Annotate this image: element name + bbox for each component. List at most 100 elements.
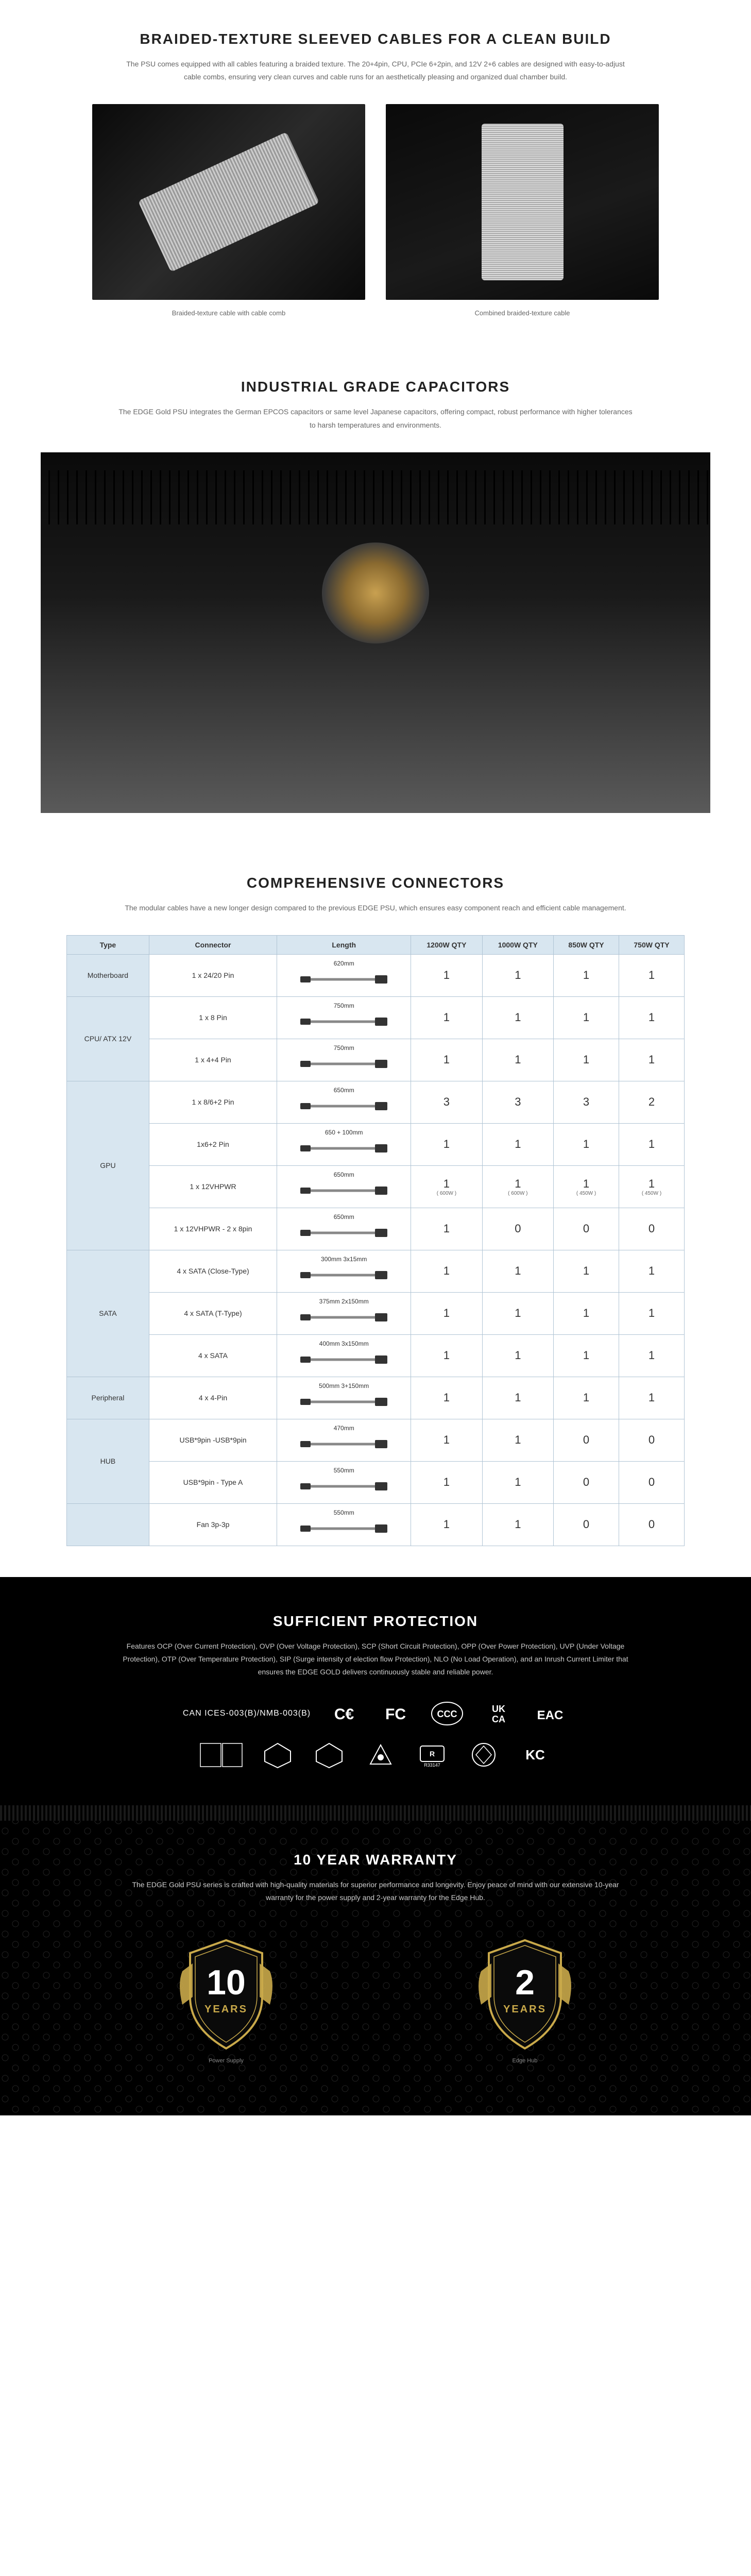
conn-qty-cell: 1	[619, 996, 685, 1039]
conn-qty-cell: 1	[411, 1208, 482, 1250]
conn-qty-cell: 1	[411, 1377, 482, 1419]
conn-qty-cell: 0	[619, 1208, 685, 1250]
cert-kc-icon: KC	[517, 1741, 553, 1769]
conn-length-cell: 500mm 3+150mm	[277, 1377, 411, 1419]
conn-type-cell: CPU/ ATX 12V	[67, 996, 149, 1081]
conn-type-cell: Peripheral	[67, 1377, 149, 1419]
conn-type-cell: HUB	[67, 1419, 149, 1503]
svg-text:CA: CA	[492, 1714, 505, 1724]
warranty-title: 10 YEAR WARRANTY	[21, 1852, 730, 1868]
warranty-2-sub: Edge Hub	[473, 2058, 576, 2064]
conn-qty-cell: 1	[619, 1334, 685, 1377]
conn-qty-cell: 1	[411, 1334, 482, 1377]
cert-row-2: R R33147 KC	[21, 1741, 730, 1769]
conn-header: Length	[277, 935, 411, 954]
conn-qty-cell: 1	[482, 1461, 553, 1503]
svg-text:R33147: R33147	[424, 1762, 440, 1768]
conn-connector-cell: 4 x SATA	[149, 1334, 277, 1377]
warranty-10-num: 10	[207, 1963, 246, 2002]
conn-qty-cell: 0	[619, 1461, 685, 1503]
cert-eac-icon: EAC	[532, 1700, 568, 1728]
conn-type-cell: SATA	[67, 1250, 149, 1377]
conn-qty-cell: 1	[554, 954, 619, 996]
table-row: HUBUSB*9pin -USB*9pin470mm1100	[67, 1419, 685, 1461]
svg-text:UK: UK	[492, 1704, 505, 1714]
conn-qty-cell: 0	[554, 1419, 619, 1461]
conn-qty-cell: 1	[411, 1039, 482, 1081]
conn-qty-cell: 1	[411, 1250, 482, 1292]
capacitor-image	[41, 452, 710, 813]
conn-qty-cell: 1	[554, 1377, 619, 1419]
conn-qty-cell: 0	[554, 1503, 619, 1546]
svg-text:CCC: CCC	[437, 1709, 457, 1719]
table-row: USB*9pin - Type A550mm1100	[67, 1461, 685, 1503]
connectors-table: TypeConnectorLength1200W QTY1000W QTY850…	[66, 935, 685, 1546]
braided-combined-cable-image	[386, 104, 659, 300]
braided-title: BRAIDED-TEXTURE SLEEVED CABLES FOR A CLE…	[21, 31, 730, 47]
conn-qty-cell: 1	[554, 1334, 619, 1377]
connectors-section: COMPREHENSIVE CONNECTORS The modular cab…	[0, 844, 751, 1577]
conn-qty-cell: 1	[482, 1503, 553, 1546]
warranty-section: 10 YEAR WARRANTY The EDGE Gold PSU serie…	[0, 1805, 751, 2115]
conn-qty-cell: 1( 600W )	[482, 1165, 553, 1208]
protection-title: SUFFICIENT PROTECTION	[21, 1613, 730, 1630]
conn-qty-cell: 3	[482, 1081, 553, 1123]
table-row: GPU1 x 8/6+2 Pin650mm3332	[67, 1081, 685, 1123]
conn-qty-cell: 0	[482, 1208, 553, 1250]
cert-ccc-icon: CCC	[429, 1700, 465, 1728]
conn-length-cell: 620mm	[277, 954, 411, 996]
conn-qty-cell: 1( 450W )	[554, 1165, 619, 1208]
conn-connector-cell: 4 x 4-Pin	[149, 1377, 277, 1419]
table-row: CPU/ ATX 12V1 x 8 Pin750mm1111	[67, 996, 685, 1039]
conn-qty-cell: 1	[411, 996, 482, 1039]
conn-qty-cell: 1	[482, 1123, 553, 1165]
braided-caption-2: Combined braided-texture cable	[386, 309, 659, 317]
conn-qty-cell: 1	[482, 1419, 553, 1461]
cert-r33147-icon: R R33147	[414, 1741, 450, 1769]
svg-text:EAC: EAC	[537, 1708, 564, 1722]
warranty-10-sub: Power Supply	[175, 2058, 278, 2064]
conn-connector-cell: 1 x 8 Pin	[149, 996, 277, 1039]
conn-qty-cell: 1	[482, 1292, 553, 1334]
table-row: 1 x 12VHPWR - 2 x 8pin650mm1000	[67, 1208, 685, 1250]
conn-qty-cell: 1	[554, 1292, 619, 1334]
conn-header: 1000W QTY	[482, 935, 553, 954]
cert-pse-icon	[466, 1741, 502, 1769]
conn-qty-cell: 1	[411, 954, 482, 996]
svg-text:FC: FC	[385, 1706, 406, 1723]
conn-header: 1200W QTY	[411, 935, 482, 954]
conn-qty-cell: 1	[554, 1039, 619, 1081]
braided-desc: The PSU comes equipped with all cables f…	[118, 58, 633, 83]
conn-qty-cell: 0	[619, 1419, 685, 1461]
conn-length-cell: 650mm	[277, 1208, 411, 1250]
cert-tuv3-icon	[311, 1741, 347, 1769]
conn-qty-cell: 1	[619, 954, 685, 996]
warranty-10-years: YEARS	[204, 2004, 248, 2015]
braided-col-1: Braided-texture cable with cable comb	[92, 104, 365, 317]
connectors-tbody: Motherboard1 x 24/20 Pin620mm1111CPU/ AT…	[67, 954, 685, 1546]
conn-qty-cell: 1( 600W )	[411, 1165, 482, 1208]
conn-qty-cell: 0	[619, 1503, 685, 1546]
conn-header: Connector	[149, 935, 277, 954]
conn-qty-cell: 1	[482, 1334, 553, 1377]
warranty-badges: 10 YEARS Power Supply 2 YEARS Edge	[21, 1935, 730, 2064]
conn-qty-cell: 1	[482, 1377, 553, 1419]
conn-connector-cell: 1x6+2 Pin	[149, 1123, 277, 1165]
braided-col-2: Combined braided-texture cable	[386, 104, 659, 317]
braided-cable-comb-image	[92, 104, 365, 300]
svg-text:C€: C€	[334, 1706, 354, 1723]
svg-text:R: R	[430, 1750, 435, 1758]
conn-length-cell: 750mm	[277, 996, 411, 1039]
table-row: Motherboard1 x 24/20 Pin620mm1111	[67, 954, 685, 996]
conn-length-cell: 400mm 3x150mm	[277, 1334, 411, 1377]
conn-connector-cell: USB*9pin - Type A	[149, 1461, 277, 1503]
connectors-desc: The modular cables have a new longer des…	[118, 902, 633, 914]
conn-length-cell: 650mm	[277, 1081, 411, 1123]
cert-ukca-icon: UKCA	[481, 1700, 517, 1728]
cert-tuv1-icon	[198, 1741, 244, 1769]
cert-tuv2-icon	[260, 1741, 296, 1769]
conn-connector-cell: 4 x SATA (Close-Type)	[149, 1250, 277, 1292]
warranty-badge-2: 2 YEARS Edge Hub	[473, 1935, 576, 2064]
cert-ices-label: CAN ICES-003(B)/NMB-003(B)	[183, 1709, 311, 1718]
conn-qty-cell: 1	[482, 1039, 553, 1081]
